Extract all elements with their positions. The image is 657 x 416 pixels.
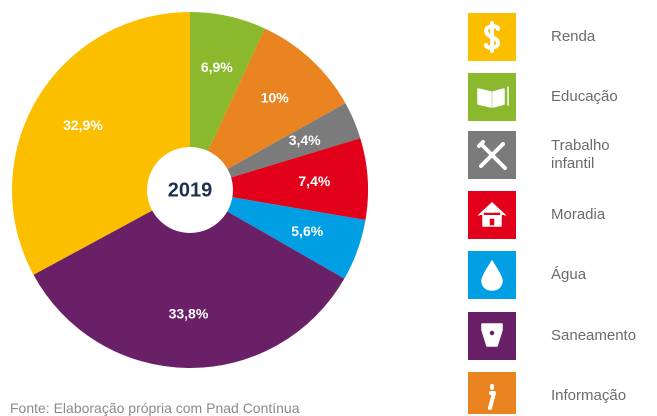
pie-slice — [190, 190, 366, 279]
legend-label: Educação — [551, 88, 618, 105]
legend-glyph — [477, 140, 507, 170]
donut-hole — [147, 147, 233, 233]
legend-label: Saneamento — [551, 327, 637, 344]
legend-label: Trabalho infantil — [551, 137, 610, 172]
legend-glyph — [484, 21, 500, 53]
slice-label: 3,4% — [289, 132, 321, 148]
slice-label: 10% — [261, 89, 290, 105]
legend-glyph — [477, 86, 509, 108]
legend-label: Moradia — [551, 206, 606, 223]
pie-slice — [190, 103, 361, 190]
pie-slice — [190, 12, 265, 190]
legend-label: Renda — [551, 28, 596, 45]
pie-slice — [11, 12, 190, 275]
slice-label: 5,6% — [291, 223, 323, 239]
legend-label: Água — [551, 266, 587, 283]
slice-label: 32,9% — [63, 117, 103, 133]
legend-label: Informação — [551, 387, 627, 404]
slice-label: 7,4% — [298, 173, 330, 189]
legend-icon — [468, 73, 516, 121]
legend-glyph — [478, 202, 506, 227]
legend-glyph — [488, 384, 496, 410]
pie-slice — [190, 28, 346, 190]
center-label: 2019 — [168, 179, 213, 201]
legend-glyph — [481, 323, 503, 347]
slice-label: 6,9% — [201, 59, 233, 75]
slice-label: 33,8% — [169, 305, 209, 321]
pie-slice — [33, 190, 345, 369]
source-note: Fonte: Elaboração própria com Pnad Contí… — [10, 400, 300, 416]
legend-glyph — [481, 260, 503, 291]
pie-slice — [190, 138, 368, 221]
